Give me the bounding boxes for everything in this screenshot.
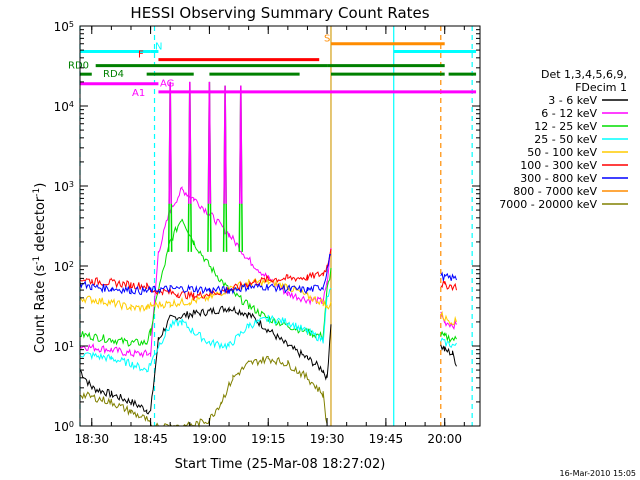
series-line-2 xyxy=(79,218,457,347)
y-tick-label-exp-5: 5 xyxy=(69,20,74,29)
flare-spike-magenta-4 xyxy=(239,85,243,204)
axes-frame xyxy=(79,25,481,427)
y-axis-label: Count Rate (s-1 detector-1) xyxy=(32,183,48,354)
y-tick-label-base-2: 10 xyxy=(54,260,69,274)
state-label-n: N xyxy=(155,42,162,53)
y-tick-label-exp-2: 2 xyxy=(69,260,74,269)
legend-label-8: 7000 - 20000 keV xyxy=(499,198,597,211)
y-tick-label-3: 103 xyxy=(54,180,74,195)
flare-spike-magenta-0 xyxy=(168,81,172,204)
y-axis-label-sup2: -1 xyxy=(32,188,42,197)
y-tick-label-base-5: 10 xyxy=(54,20,69,34)
legend-label-1: 6 - 12 keV xyxy=(541,107,597,120)
x-tick-label-0: 18:30 xyxy=(74,432,109,446)
x-tick-label-3: 19:15 xyxy=(251,432,286,446)
y-axis-label-mid: detector xyxy=(33,196,48,256)
series-line-3 xyxy=(79,287,457,373)
y-axis-label-sup1: -1 xyxy=(32,256,42,265)
state-label-rd0: RD0 xyxy=(68,61,89,72)
state-label-f: F xyxy=(138,50,144,61)
legend-label-6: 300 - 800 keV xyxy=(520,172,597,185)
series-line-8 xyxy=(79,355,328,428)
x-tick-label-1: 18:45 xyxy=(133,432,168,446)
legend-label-7: 800 - 7000 keV xyxy=(513,185,597,198)
state-label-ag: AG xyxy=(160,79,174,90)
footer-timestamp: 16-Mar-2010 15:05 xyxy=(560,469,637,478)
y-tick-label-base-3: 10 xyxy=(54,180,69,194)
legend-label-0: 3 - 6 keV xyxy=(548,94,597,107)
y-tick-label-base-1: 10 xyxy=(54,340,69,354)
flare-spike-magenta-2 xyxy=(207,81,212,204)
y-axis-label-main: Count Rate (s xyxy=(33,265,48,354)
x-tick-label-6: 20:00 xyxy=(427,432,462,446)
legend-label-5: 100 - 300 keV xyxy=(520,159,597,172)
state-label-s: S xyxy=(324,34,330,45)
y-tick-label-1: 101 xyxy=(54,340,74,355)
x-axis-label: Start Time (25-Mar-08 18:27:02) xyxy=(175,457,386,472)
y-tick-label-base-4: 10 xyxy=(54,100,69,114)
series-line-6 xyxy=(79,253,457,295)
y-tick-label-base-0: 10 xyxy=(54,420,69,434)
series-line-5 xyxy=(79,248,457,301)
legend-label-4: 50 - 100 keV xyxy=(527,146,597,159)
plot-area: N S F RD0 RD4 AG A1 xyxy=(68,26,477,428)
y-tick-label-exp-4: 4 xyxy=(69,100,74,109)
legend-label-2: 12 - 25 keV xyxy=(534,120,597,133)
y-tick-label-4: 104 xyxy=(54,100,74,115)
legend-header-0: Det 1,3,4,5,6,9, xyxy=(541,68,627,81)
y-tick-label-exp-0: 0 xyxy=(69,420,74,429)
x-tick-label-2: 19:00 xyxy=(192,432,227,446)
y-tick-label-0: 100 xyxy=(54,420,74,435)
y-tick-label-exp-1: 1 xyxy=(69,340,74,349)
flare-spike-magenta-1 xyxy=(188,81,192,204)
flare-spike-magenta-3 xyxy=(223,85,227,204)
y-tick-label-exp-3: 3 xyxy=(69,180,74,189)
x-tick-label-4: 19:30 xyxy=(310,432,345,446)
state-label-a1: A1 xyxy=(132,88,145,99)
x-tick-label-5: 19:45 xyxy=(369,432,404,446)
y-tick-label-5: 105 xyxy=(54,20,74,35)
y-axis-label-end: ) xyxy=(33,183,48,188)
state-label-rd4: RD4 xyxy=(103,69,124,80)
chart-title: HESSI Observing Summary Count Rates xyxy=(130,4,429,22)
series-line-0 xyxy=(79,305,457,415)
legend-header-1: FDecim 1 xyxy=(575,81,627,94)
y-tick-label-2: 102 xyxy=(54,260,74,275)
legend-label-3: 25 - 50 keV xyxy=(534,133,597,146)
